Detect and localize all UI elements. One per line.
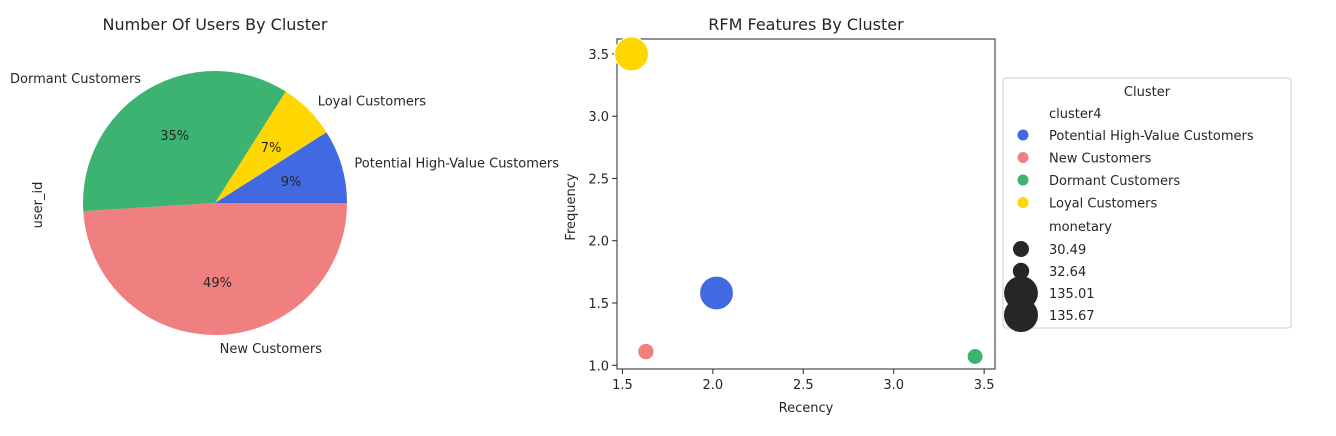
scatter-point-dormant-customers xyxy=(966,348,984,365)
legend-size-marker xyxy=(1004,298,1038,332)
legend-label-potential-high-value-customers: Potential High-Value Customers xyxy=(1049,129,1254,144)
pie-slice-new-customers xyxy=(83,203,347,336)
pie-category-label: New Customers xyxy=(220,342,323,357)
legend-size-label: 32.64 xyxy=(1049,265,1086,280)
legend-label-dormant-customers: Dormant Customers xyxy=(1049,174,1180,189)
pie-category-label: Loyal Customers xyxy=(318,94,427,109)
scatter-chart: RFM Features By Cluster 1.5 2.0 2.5 3.0 3.5 1… xyxy=(564,15,996,416)
y-tick-label: 2.5 xyxy=(588,172,609,187)
pie-slices xyxy=(82,71,347,336)
scatter-points xyxy=(614,36,984,365)
pie-pct-label: 9% xyxy=(281,175,302,190)
x-tick-label: 2.0 xyxy=(703,378,724,393)
y-tick-label: 3.5 xyxy=(588,48,609,63)
scatter-title: RFM Features By Cluster xyxy=(708,15,904,34)
scatter-xlabel: Recency xyxy=(779,401,834,416)
legend-hue-title: cluster4 xyxy=(1049,107,1101,122)
legend-size-label: 30.49 xyxy=(1049,243,1086,258)
scatter-ylabel: Frequency xyxy=(564,173,579,240)
y-tick-label: 3.0 xyxy=(588,110,609,125)
legend-title: Cluster xyxy=(1124,85,1171,100)
scatter-point-new-customers xyxy=(637,342,655,361)
pie-chart: Number Of Users By Cluster user_id 9% Pot… xyxy=(10,15,559,357)
legend-marker-potential-high-value-customers xyxy=(1017,129,1029,141)
legend-size-label: 135.67 xyxy=(1049,309,1095,324)
pie-ylabel: user_id xyxy=(31,182,46,229)
pie-pct-label: 35% xyxy=(160,129,189,144)
x-tick-label: 3.0 xyxy=(883,378,904,393)
pie-slice-dormant-customers xyxy=(82,71,286,212)
pie-title: Number Of Users By Cluster xyxy=(103,15,328,34)
pie-pct-label: 49% xyxy=(203,276,232,291)
x-tick-label: 3.5 xyxy=(974,378,995,393)
legend-size-marker xyxy=(1012,262,1030,280)
pie-pct-label: 7% xyxy=(261,141,282,156)
pie-category-label: Dormant Customers xyxy=(10,72,141,87)
legend-size-title: monetary xyxy=(1049,220,1112,235)
legend-size-marker xyxy=(1013,241,1029,257)
legend-label-loyal-customers: Loyal Customers xyxy=(1049,197,1158,212)
legend-label-new-customers: New Customers xyxy=(1049,152,1152,167)
legend-marker-dormant-customers xyxy=(1017,174,1029,186)
x-tick-label: 2.5 xyxy=(793,378,814,393)
y-tick-label: 2.0 xyxy=(588,235,609,250)
scatter-ticks: 1.5 2.0 2.5 3.0 3.51.01.52.02.53.03.5 xyxy=(588,48,994,393)
legend-hue-entries: Potential High-Value Customers New Custom… xyxy=(1017,129,1254,212)
scatter-plot-area xyxy=(616,38,996,370)
pie-slice-loyal-customers xyxy=(215,91,327,203)
legend-marker-new-customers xyxy=(1017,152,1029,163)
scatter-point-loyal-customers xyxy=(614,36,649,72)
legend-size-entries: 30.49 32.64 135.01 135.67 xyxy=(1004,241,1095,332)
pie-slice-potential-high-value-customers xyxy=(215,132,347,203)
legend-frame xyxy=(1002,77,1292,329)
y-tick-label: 1.0 xyxy=(588,359,609,374)
x-tick-label: 1.5 xyxy=(612,378,633,393)
scatter-point-potential-high-value-customers xyxy=(699,275,734,311)
y-tick-label: 1.5 xyxy=(588,297,609,312)
legend: Cluster cluster4 Potential High-Value Cu… xyxy=(1002,77,1292,332)
pie-category-label: Potential High-Value Customers xyxy=(354,157,559,172)
legend-marker-loyal-customers xyxy=(1017,197,1029,208)
pie-labels: 9% Potential High-Value Customers 7% Loyal … xyxy=(10,72,559,357)
legend-size-label: 135.01 xyxy=(1049,287,1095,302)
